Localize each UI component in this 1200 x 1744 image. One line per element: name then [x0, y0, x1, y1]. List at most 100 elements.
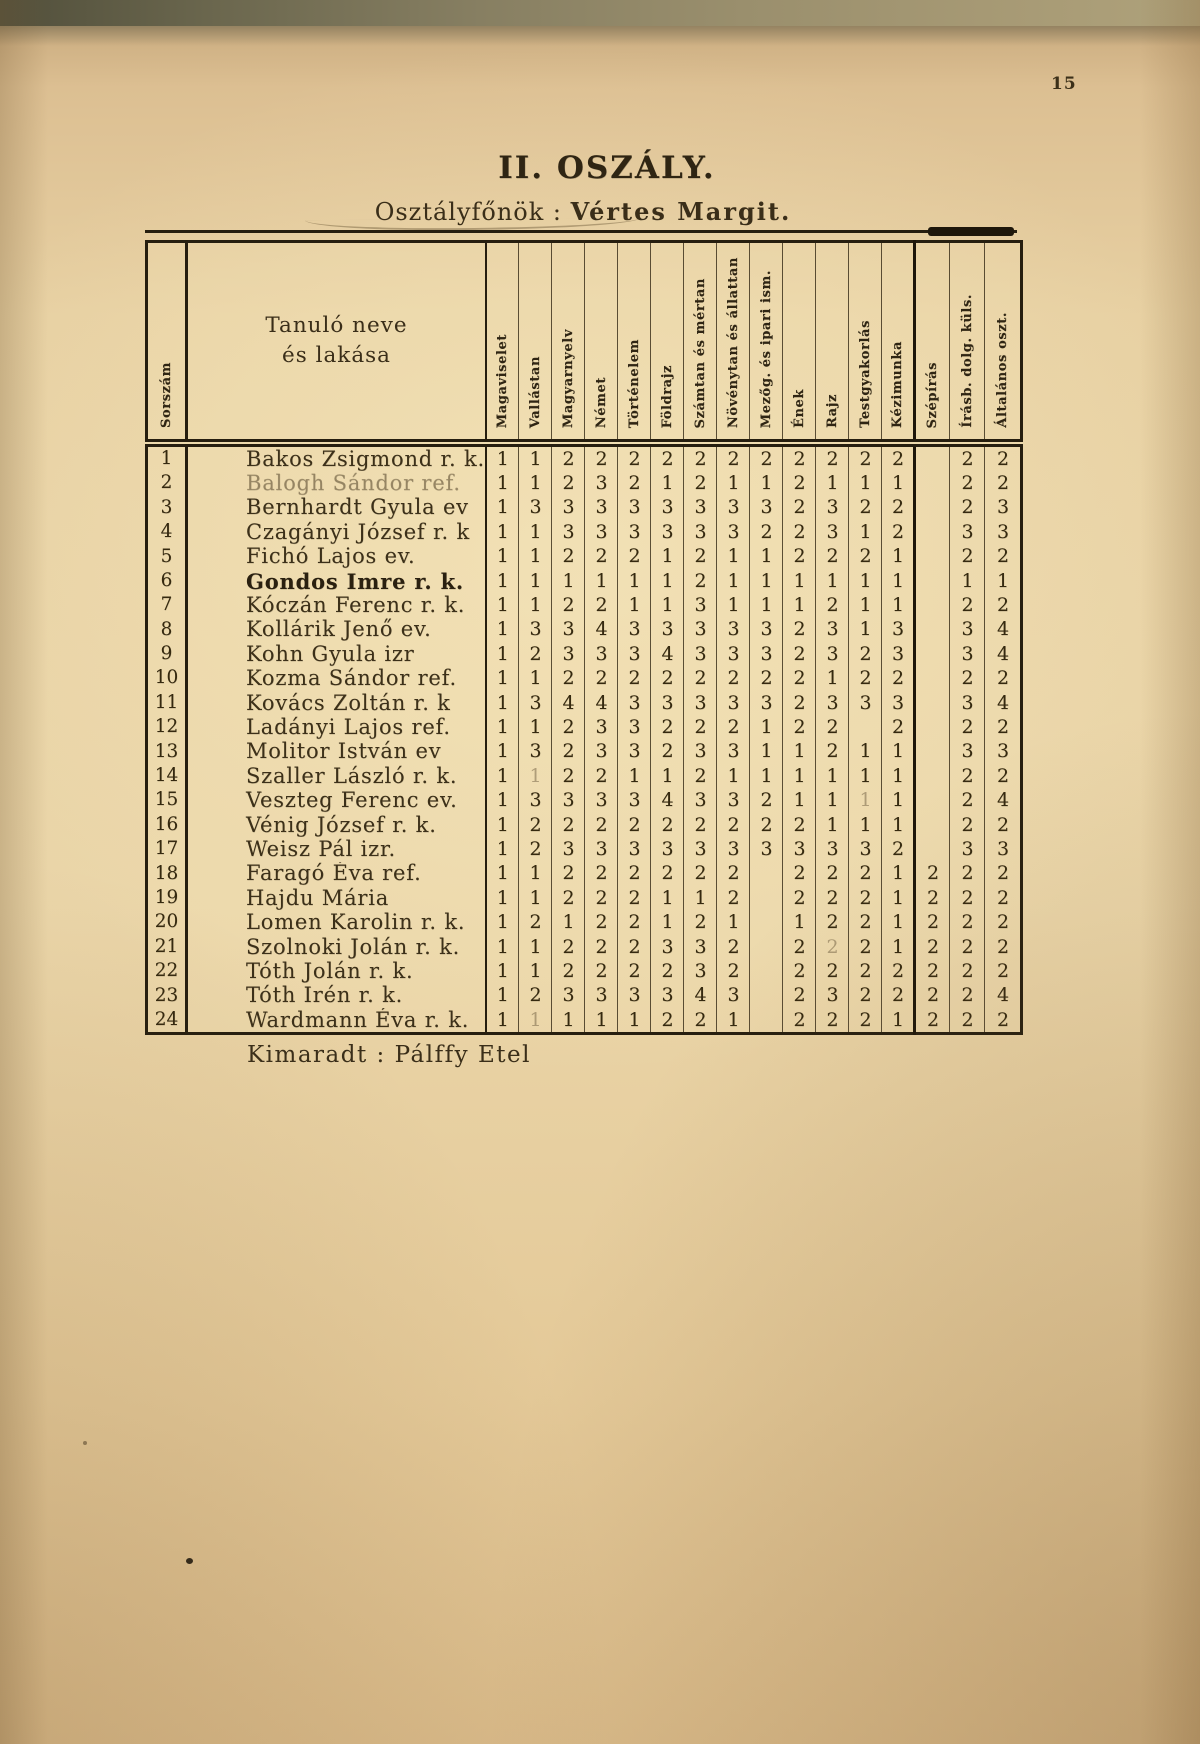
student-row: 19 Hajdu Mária 1 1 2 2 2 1 1 2 2 2 2 1 2 2 2	[147, 886, 1022, 911]
student-name: Bakos Zsigmond r. k.	[184, 443, 486, 472]
grade-cell: 2	[782, 1007, 816, 1034]
student-row: 8 Kollárik Jenő ev. 1 3 3 4 3 3 3 3 3 2 3 1 3 3 4	[147, 617, 1022, 643]
grade-cell: 3	[617, 690, 651, 716]
grade-cell: 2	[584, 886, 618, 911]
grade-cell: 3	[815, 837, 849, 862]
grade-cell: 2	[984, 1007, 1022, 1034]
grade-cell	[913, 642, 950, 667]
grade-cell: 1	[749, 544, 783, 569]
grade-cell	[749, 983, 783, 1008]
grade-cell: 1	[484, 886, 519, 911]
grade-cell: 3	[617, 788, 651, 813]
grade-cell: 3	[650, 837, 684, 862]
grade-cell: 1	[551, 568, 585, 594]
grade-cell: 2	[815, 934, 849, 960]
grade-cell: 1	[848, 568, 882, 594]
grade-cell: 1	[484, 861, 519, 887]
grade-cell: 2	[617, 544, 651, 569]
grade-cell: 2	[949, 934, 985, 960]
grade-cell: 2	[949, 544, 985, 569]
subject-label: Magyarnyelv	[560, 328, 576, 428]
student-row: 2 Balogh Sándor ref. 1 1 2 3 2 1 2 1 1 2 1 1 1 2 2	[147, 471, 1022, 496]
page-number: 15	[1051, 74, 1077, 94]
grade-cell	[848, 715, 882, 740]
grade-cell: 1	[484, 983, 519, 1008]
grade-cell: 2	[949, 764, 985, 789]
subject-label: Testgyakorlás	[857, 320, 873, 428]
grade-cell: 1	[881, 812, 915, 838]
dropout-note: Kimaradt : Pálffy Etel	[247, 1042, 531, 1068]
grade-cell: 1	[782, 910, 816, 935]
grade-cell: 2	[815, 593, 849, 618]
student-row: 17 Weisz Pál izr. 1 2 3 3 3 3 3 3 3 3 3 3 2 3 3	[147, 837, 1022, 862]
grade-cell: 1	[650, 544, 684, 569]
grade-cell: 2	[848, 544, 882, 569]
grade-cell: 2	[749, 443, 783, 472]
grade-cell: 3	[650, 983, 684, 1008]
grade-cell: 1	[518, 520, 552, 545]
grade-cell: 2	[551, 471, 585, 496]
grade-cell: 2	[650, 812, 684, 838]
grade-cell: 1	[617, 1007, 651, 1034]
grade-cell: 2	[716, 812, 750, 838]
grade-cell: 2	[782, 443, 816, 472]
grade-cell: 1	[518, 544, 552, 569]
subject-label: Vallástan	[527, 355, 543, 428]
grade-cell: 3	[815, 983, 849, 1008]
grade-cell: 2	[716, 959, 750, 984]
subject-label: Általános oszt.	[995, 312, 1011, 428]
grade-cell: 3	[683, 959, 717, 984]
grade-cell: 3	[683, 934, 717, 960]
grade-cell: 3	[584, 788, 618, 813]
grade-cell: 2	[683, 666, 717, 691]
grade-cell: 3	[518, 788, 552, 813]
dropout-note-text: Kimaradt : Pálffy Etel	[247, 1042, 531, 1068]
grade-cell: 3	[949, 617, 985, 643]
grade-cell: 2	[949, 812, 985, 838]
grade-cell: 2	[848, 666, 882, 691]
page-top-edge-shadow	[0, 26, 1200, 46]
row-number: 12	[154, 716, 179, 738]
grade-cell: 1	[617, 764, 651, 789]
row-number: 22	[154, 960, 179, 982]
grade-cell: 2	[617, 666, 651, 691]
student-name: Wardmann Éva r. k.	[184, 1007, 486, 1034]
row-number: 7	[160, 594, 173, 616]
grade-cell: 2	[617, 959, 651, 984]
grade-cell: 3	[749, 617, 783, 643]
grade-cell: 2	[584, 959, 618, 984]
grade-table: Sorszám Tanuló neve és lakása Magavisele…	[145, 240, 1024, 1036]
grade-cell: 3	[815, 520, 849, 545]
grade-cell: 3	[716, 617, 750, 643]
grade-cell: 2	[716, 715, 750, 740]
grade-cell: 2	[881, 443, 915, 472]
student-name: Veszteg Ferenc ev.	[184, 788, 486, 813]
class-title: II. OSZÁLY.	[498, 150, 716, 186]
grade-cell	[913, 471, 950, 496]
grade-cell: 2	[881, 837, 915, 862]
grade-cell: 3	[949, 520, 985, 545]
grade-cell: 2	[913, 934, 950, 960]
grade-cell: 1	[484, 593, 519, 618]
grade-cell: 2	[617, 861, 651, 887]
grade-cell	[913, 593, 950, 618]
grade-cell: 2	[984, 861, 1022, 887]
student-rows: 1 Bakos Zsigmond r. k. 1 1 2 2 2 2 2 2 2 2 2 2 2 2 2 2 Bal…	[147, 443, 1022, 1034]
row-number: 11	[154, 691, 179, 713]
grade-cell: 2	[782, 642, 816, 667]
grade-cell: 1	[518, 715, 552, 740]
student-row: 22 Tóth Jolán r. k. 1 1 2 2 2 2 3 2 2 2 2 2 2 2 2	[147, 959, 1022, 984]
grade-cell: 3	[617, 617, 651, 643]
grade-cell: 3	[617, 520, 651, 545]
grade-cell	[749, 959, 783, 984]
grade-cell: 1	[484, 1007, 519, 1034]
grade-cell: 1	[782, 568, 816, 594]
grade-cell: 1	[484, 495, 519, 521]
grade-cell: 2	[584, 910, 618, 935]
grade-cell: 2	[650, 861, 684, 887]
grade-cell: 2	[782, 715, 816, 740]
student-name: Kohn Gyula izr	[184, 642, 486, 667]
grade-cell	[913, 715, 950, 740]
grade-cell: 1	[749, 568, 783, 594]
